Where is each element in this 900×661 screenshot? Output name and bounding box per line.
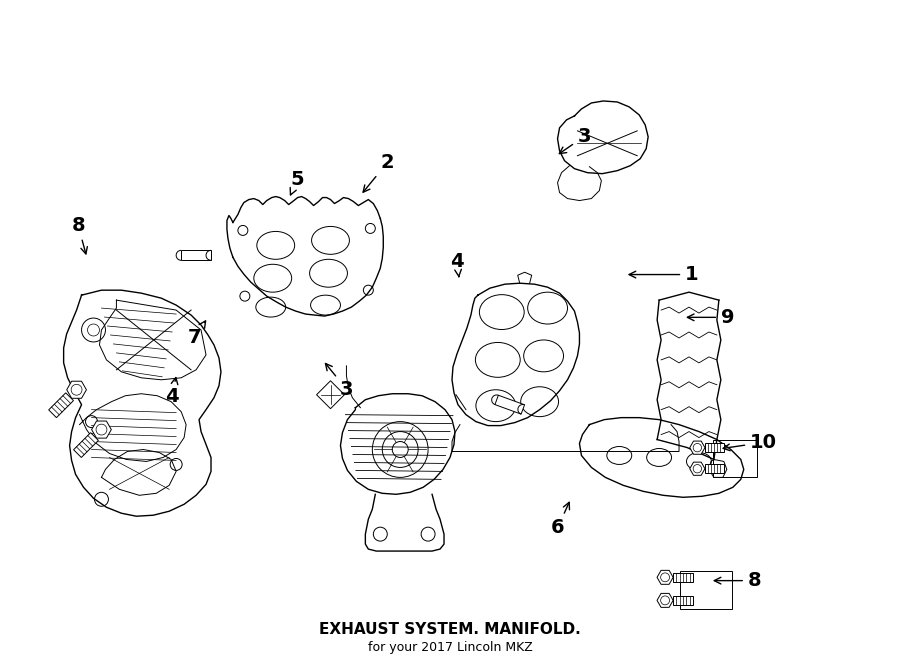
Polygon shape xyxy=(92,421,112,438)
Text: EXHAUST SYSTEM. MANIFOLD.: EXHAUST SYSTEM. MANIFOLD. xyxy=(320,622,580,637)
Polygon shape xyxy=(657,594,673,607)
Text: 1: 1 xyxy=(629,265,698,284)
Text: for your 2017 Lincoln MKZ: for your 2017 Lincoln MKZ xyxy=(367,641,533,654)
Polygon shape xyxy=(657,570,673,584)
Text: 2: 2 xyxy=(363,153,394,192)
Polygon shape xyxy=(673,596,693,605)
Polygon shape xyxy=(673,573,693,582)
Polygon shape xyxy=(181,251,211,260)
Polygon shape xyxy=(705,465,724,473)
Polygon shape xyxy=(689,462,705,475)
Text: 3: 3 xyxy=(326,364,354,399)
Polygon shape xyxy=(705,444,724,452)
Text: 3: 3 xyxy=(559,127,591,153)
Polygon shape xyxy=(67,381,86,399)
Polygon shape xyxy=(317,381,345,408)
Polygon shape xyxy=(74,433,98,457)
Text: 6: 6 xyxy=(551,502,570,537)
Text: 8: 8 xyxy=(71,215,87,254)
Bar xyxy=(713,440,758,477)
Text: 10: 10 xyxy=(723,433,778,452)
Polygon shape xyxy=(49,393,74,418)
Text: 7: 7 xyxy=(188,321,205,346)
Text: 5: 5 xyxy=(290,170,304,195)
Text: 4: 4 xyxy=(450,252,464,277)
Text: 9: 9 xyxy=(688,308,734,327)
Polygon shape xyxy=(495,395,525,414)
Text: 4: 4 xyxy=(166,377,179,406)
Polygon shape xyxy=(689,441,705,454)
Text: 8: 8 xyxy=(715,571,761,590)
Bar xyxy=(680,570,733,609)
